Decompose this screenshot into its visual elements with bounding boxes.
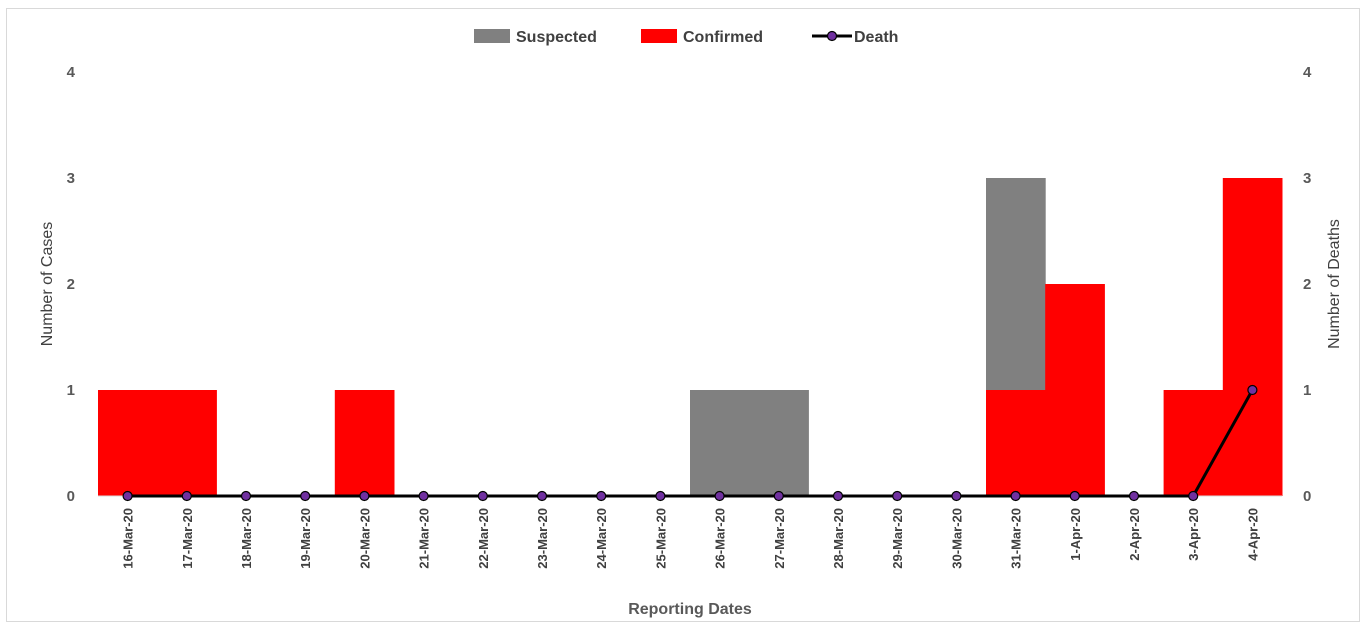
legend-label-confirmed: Confirmed — [683, 29, 763, 46]
x-tick-label: 25-Mar-20 — [653, 508, 668, 569]
legend-swatch-suspected — [474, 29, 510, 43]
death-marker-16 — [1069, 490, 1080, 502]
x-tick-label: 24-Mar-20 — [594, 508, 609, 569]
bar-confirmed-18 — [1163, 390, 1224, 496]
bar-confirmed-15 — [986, 390, 1046, 496]
x-tick-label: 27-Mar-20 — [772, 508, 787, 569]
death-marker-12 — [832, 490, 844, 502]
x-tick-label: 26-Mar-20 — [713, 508, 728, 569]
death-marker-1 — [181, 490, 192, 502]
death-marker-19 — [1247, 384, 1258, 396]
y-tick-label: 1 — [67, 382, 75, 399]
y2-axis-title: Number of Deaths — [1326, 219, 1343, 349]
bar-confirmed-4 — [334, 390, 395, 496]
labels: 0 1 2 3 4 0 1 2 3 4 16-Mar-20 17-Mar-20 18-Mar-20 19-… — [39, 64, 1343, 618]
death-marker-5 — [418, 490, 429, 502]
x-tick-label: 19-Mar-20 — [298, 508, 313, 569]
bar-suspected-10 — [690, 390, 750, 496]
y-tick-label: 0 — [67, 488, 75, 505]
death-marker-8 — [596, 490, 607, 502]
y-axis-title: Number of Cases — [39, 222, 56, 347]
x-tick-label: 30-Mar-20 — [949, 508, 964, 569]
bar-confirmed-1 — [157, 390, 217, 496]
death-marker-18 — [1188, 490, 1199, 502]
x-tick-label: 22-Mar-20 — [476, 508, 491, 569]
bar-suspected-11 — [749, 390, 809, 496]
death-marker-15 — [1010, 490, 1021, 502]
death-marker-6 — [477, 490, 488, 502]
x-tick-label: 29-Mar-20 — [890, 508, 905, 569]
legend-label-death: Death — [854, 29, 898, 46]
death-marker-17 — [1128, 490, 1140, 502]
x-tick-label: 23-Mar-20 — [535, 508, 550, 569]
death-marker-0 — [122, 490, 133, 502]
bar-confirmed-19 — [1222, 178, 1283, 496]
y2-tick-label: 0 — [1303, 488, 1311, 505]
x-tick-label: 4-Apr-20 — [1245, 508, 1260, 561]
bars — [98, 178, 1283, 496]
legend: Suspected Confirmed Death — [474, 29, 898, 46]
y2-tick-label: 4 — [1303, 64, 1312, 81]
death-marker-11 — [773, 490, 784, 502]
x-tick-label: 16-Mar-20 — [121, 508, 136, 569]
series-line-death — [127, 389, 1254, 498]
y-tick-label: 4 — [67, 64, 76, 81]
x-tick-label: 1-Apr-20 — [1068, 508, 1083, 561]
x-tick-label: 20-Mar-20 — [357, 508, 372, 569]
x-axis-title: Reporting Dates — [628, 601, 752, 618]
legend-swatch-death-marker — [826, 30, 838, 42]
x-tick-label: 17-Mar-20 — [180, 508, 195, 569]
legend-label-suspected: Suspected — [516, 29, 597, 46]
death-marker-9 — [655, 490, 666, 502]
death-marker-13 — [892, 490, 903, 502]
death-marker-2 — [240, 490, 252, 502]
bar-confirmed-16 — [1045, 284, 1105, 496]
x-tick-label: 3-Apr-20 — [1186, 508, 1201, 561]
x-tick-label: 31-Mar-20 — [1009, 508, 1024, 569]
death-marker-4 — [359, 490, 370, 502]
bar-suspected-15 — [986, 178, 1046, 390]
chart-frame — [6, 8, 1360, 622]
x-tick-label: 21-Mar-20 — [417, 508, 432, 569]
y-tick-label: 3 — [67, 170, 75, 187]
y-tick-label: 2 — [67, 276, 75, 293]
death-line — [122, 384, 1258, 502]
legend-swatch-confirmed — [641, 29, 677, 43]
death-marker-10 — [714, 490, 725, 502]
death-marker-3 — [300, 490, 311, 502]
x-tick-label: 2-Apr-20 — [1127, 508, 1142, 561]
bar-confirmed-0 — [98, 390, 158, 496]
death-marker-7 — [536, 490, 548, 502]
x-tick-label: 18-Mar-20 — [239, 508, 254, 569]
y2-tick-label: 2 — [1303, 276, 1311, 293]
y2-tick-label: 3 — [1303, 170, 1311, 187]
death-marker-14 — [951, 490, 962, 502]
y2-tick-label: 1 — [1303, 382, 1311, 399]
x-tick-label: 28-Mar-20 — [831, 508, 846, 569]
